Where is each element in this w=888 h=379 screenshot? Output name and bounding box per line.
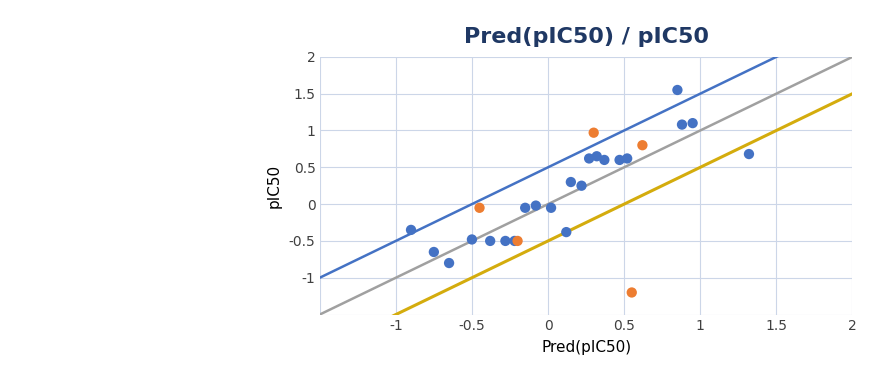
Active	[613, 157, 627, 163]
Active	[582, 155, 596, 161]
Active	[741, 151, 756, 157]
Active	[518, 205, 532, 211]
Validation	[624, 290, 638, 296]
Validation	[635, 142, 649, 148]
Active	[670, 87, 685, 93]
Active	[498, 238, 512, 244]
Validation	[511, 238, 525, 244]
Active	[427, 249, 441, 255]
Validation	[587, 130, 601, 136]
Title: Pred(pIC50) / pIC50: Pred(pIC50) / pIC50	[464, 27, 709, 47]
Active	[404, 227, 418, 233]
Active	[483, 238, 497, 244]
Active	[559, 229, 574, 235]
Active	[686, 120, 700, 126]
Validation	[472, 205, 487, 211]
Active	[528, 202, 543, 208]
X-axis label: Pred(pIC50): Pred(pIC50)	[541, 340, 631, 355]
Active	[507, 238, 521, 244]
Active	[564, 179, 578, 185]
Legend: Active, Validation: Active, Validation	[484, 378, 688, 379]
Active	[464, 236, 479, 243]
Active	[598, 157, 612, 163]
Y-axis label: pIC50: pIC50	[266, 164, 281, 208]
Active	[544, 205, 559, 211]
Active	[590, 153, 604, 159]
Active	[442, 260, 456, 266]
Active	[575, 183, 589, 189]
Active	[675, 122, 689, 128]
Active	[620, 155, 634, 161]
